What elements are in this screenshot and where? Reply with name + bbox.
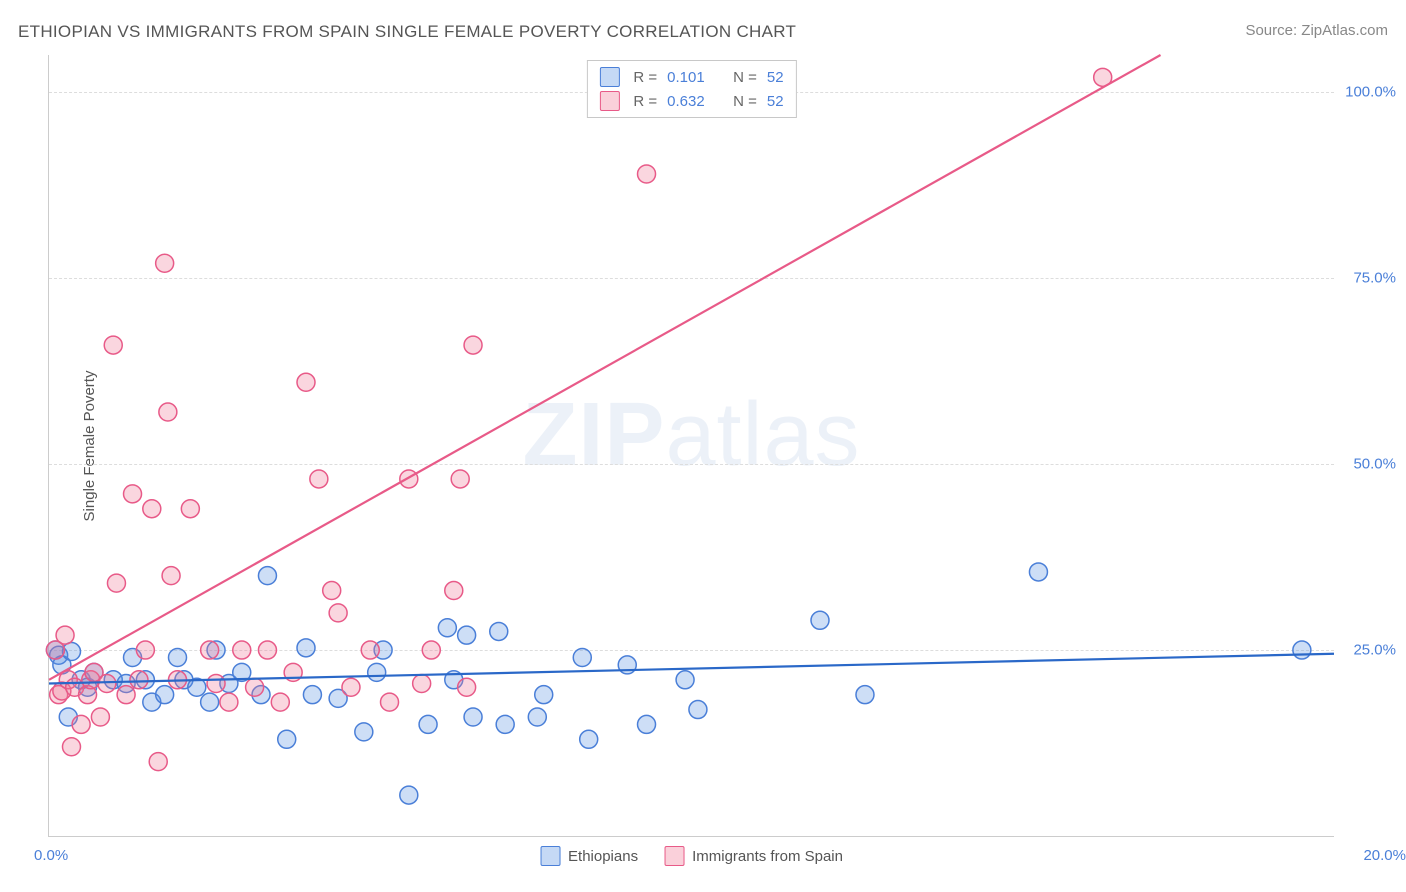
data-point [220, 693, 238, 711]
legend-item-ethiopians: Ethiopians [540, 846, 638, 866]
swatch-icon [540, 846, 560, 866]
data-point [181, 500, 199, 518]
legend-item-spain: Immigrants from Spain [664, 846, 843, 866]
data-point [573, 648, 591, 666]
chart-container: ETHIOPIAN VS IMMIGRANTS FROM SPAIN SINGL… [0, 0, 1406, 892]
data-point [490, 622, 508, 640]
data-point [149, 753, 167, 771]
data-point [451, 470, 469, 488]
data-point [689, 701, 707, 719]
data-point [422, 641, 440, 659]
data-point [458, 678, 476, 696]
data-point [811, 611, 829, 629]
y-tick-label: 75.0% [1353, 270, 1396, 287]
swatch-icon [599, 67, 619, 87]
data-point [117, 686, 135, 704]
data-point [676, 671, 694, 689]
data-point [91, 708, 109, 726]
legend-series: Ethiopians Immigrants from Spain [540, 846, 843, 866]
data-point [419, 715, 437, 733]
data-point [246, 678, 264, 696]
x-tick-end: 20.0% [1363, 847, 1406, 864]
scatter-svg [49, 55, 1334, 836]
data-point [464, 708, 482, 726]
legend-row-ethiopians: R = 0.101 N = 52 [599, 65, 783, 89]
data-point [381, 693, 399, 711]
data-point [310, 470, 328, 488]
x-tick-start: 0.0% [34, 847, 68, 864]
data-point [156, 254, 174, 272]
data-point [62, 643, 80, 661]
data-point [56, 626, 74, 644]
data-point [535, 686, 553, 704]
data-point [201, 693, 219, 711]
data-point [156, 686, 174, 704]
data-point [98, 675, 116, 693]
data-point [638, 165, 656, 183]
data-point [413, 675, 431, 693]
plot-area: ZIPatlas 25.0%50.0%75.0%100.0% R = 0.101… [48, 55, 1334, 837]
data-point [258, 567, 276, 585]
y-tick-label: 100.0% [1345, 84, 1396, 101]
data-point [1293, 641, 1311, 659]
data-point [400, 470, 418, 488]
data-point [355, 723, 373, 741]
chart-title: ETHIOPIAN VS IMMIGRANTS FROM SPAIN SINGL… [18, 22, 796, 42]
data-point [130, 671, 148, 689]
data-point [124, 485, 142, 503]
data-point [162, 567, 180, 585]
data-point [278, 730, 296, 748]
data-point [159, 403, 177, 421]
data-point [400, 786, 418, 804]
data-point [528, 708, 546, 726]
y-tick-label: 50.0% [1353, 456, 1396, 473]
data-point [464, 336, 482, 354]
data-point [233, 641, 251, 659]
data-point [329, 604, 347, 622]
data-point [438, 619, 456, 637]
data-point [169, 648, 187, 666]
data-point [104, 336, 122, 354]
data-point [496, 715, 514, 733]
data-point [72, 715, 90, 733]
data-point [445, 582, 463, 600]
swatch-icon [664, 846, 684, 866]
legend-row-spain: R = 0.632 N = 52 [599, 89, 783, 113]
legend-correlation: R = 0.101 N = 52 R = 0.632 N = 52 [586, 60, 796, 118]
y-tick-label: 25.0% [1353, 642, 1396, 659]
data-point [107, 574, 125, 592]
data-point [297, 373, 315, 391]
data-point [207, 675, 225, 693]
data-point [856, 686, 874, 704]
data-point [342, 678, 360, 696]
chart-source: Source: ZipAtlas.com [1245, 22, 1388, 39]
data-point [258, 641, 276, 659]
data-point [303, 686, 321, 704]
data-point [62, 738, 80, 756]
data-point [136, 641, 154, 659]
data-point [143, 500, 161, 518]
data-point [297, 639, 315, 657]
data-point [458, 626, 476, 644]
trend-line [49, 55, 1161, 680]
data-point [271, 693, 289, 711]
data-point [368, 663, 386, 681]
data-point [323, 582, 341, 600]
data-point [201, 641, 219, 659]
swatch-icon [599, 91, 619, 111]
data-point [1029, 563, 1047, 581]
data-point [638, 715, 656, 733]
data-point [580, 730, 598, 748]
data-point [361, 641, 379, 659]
